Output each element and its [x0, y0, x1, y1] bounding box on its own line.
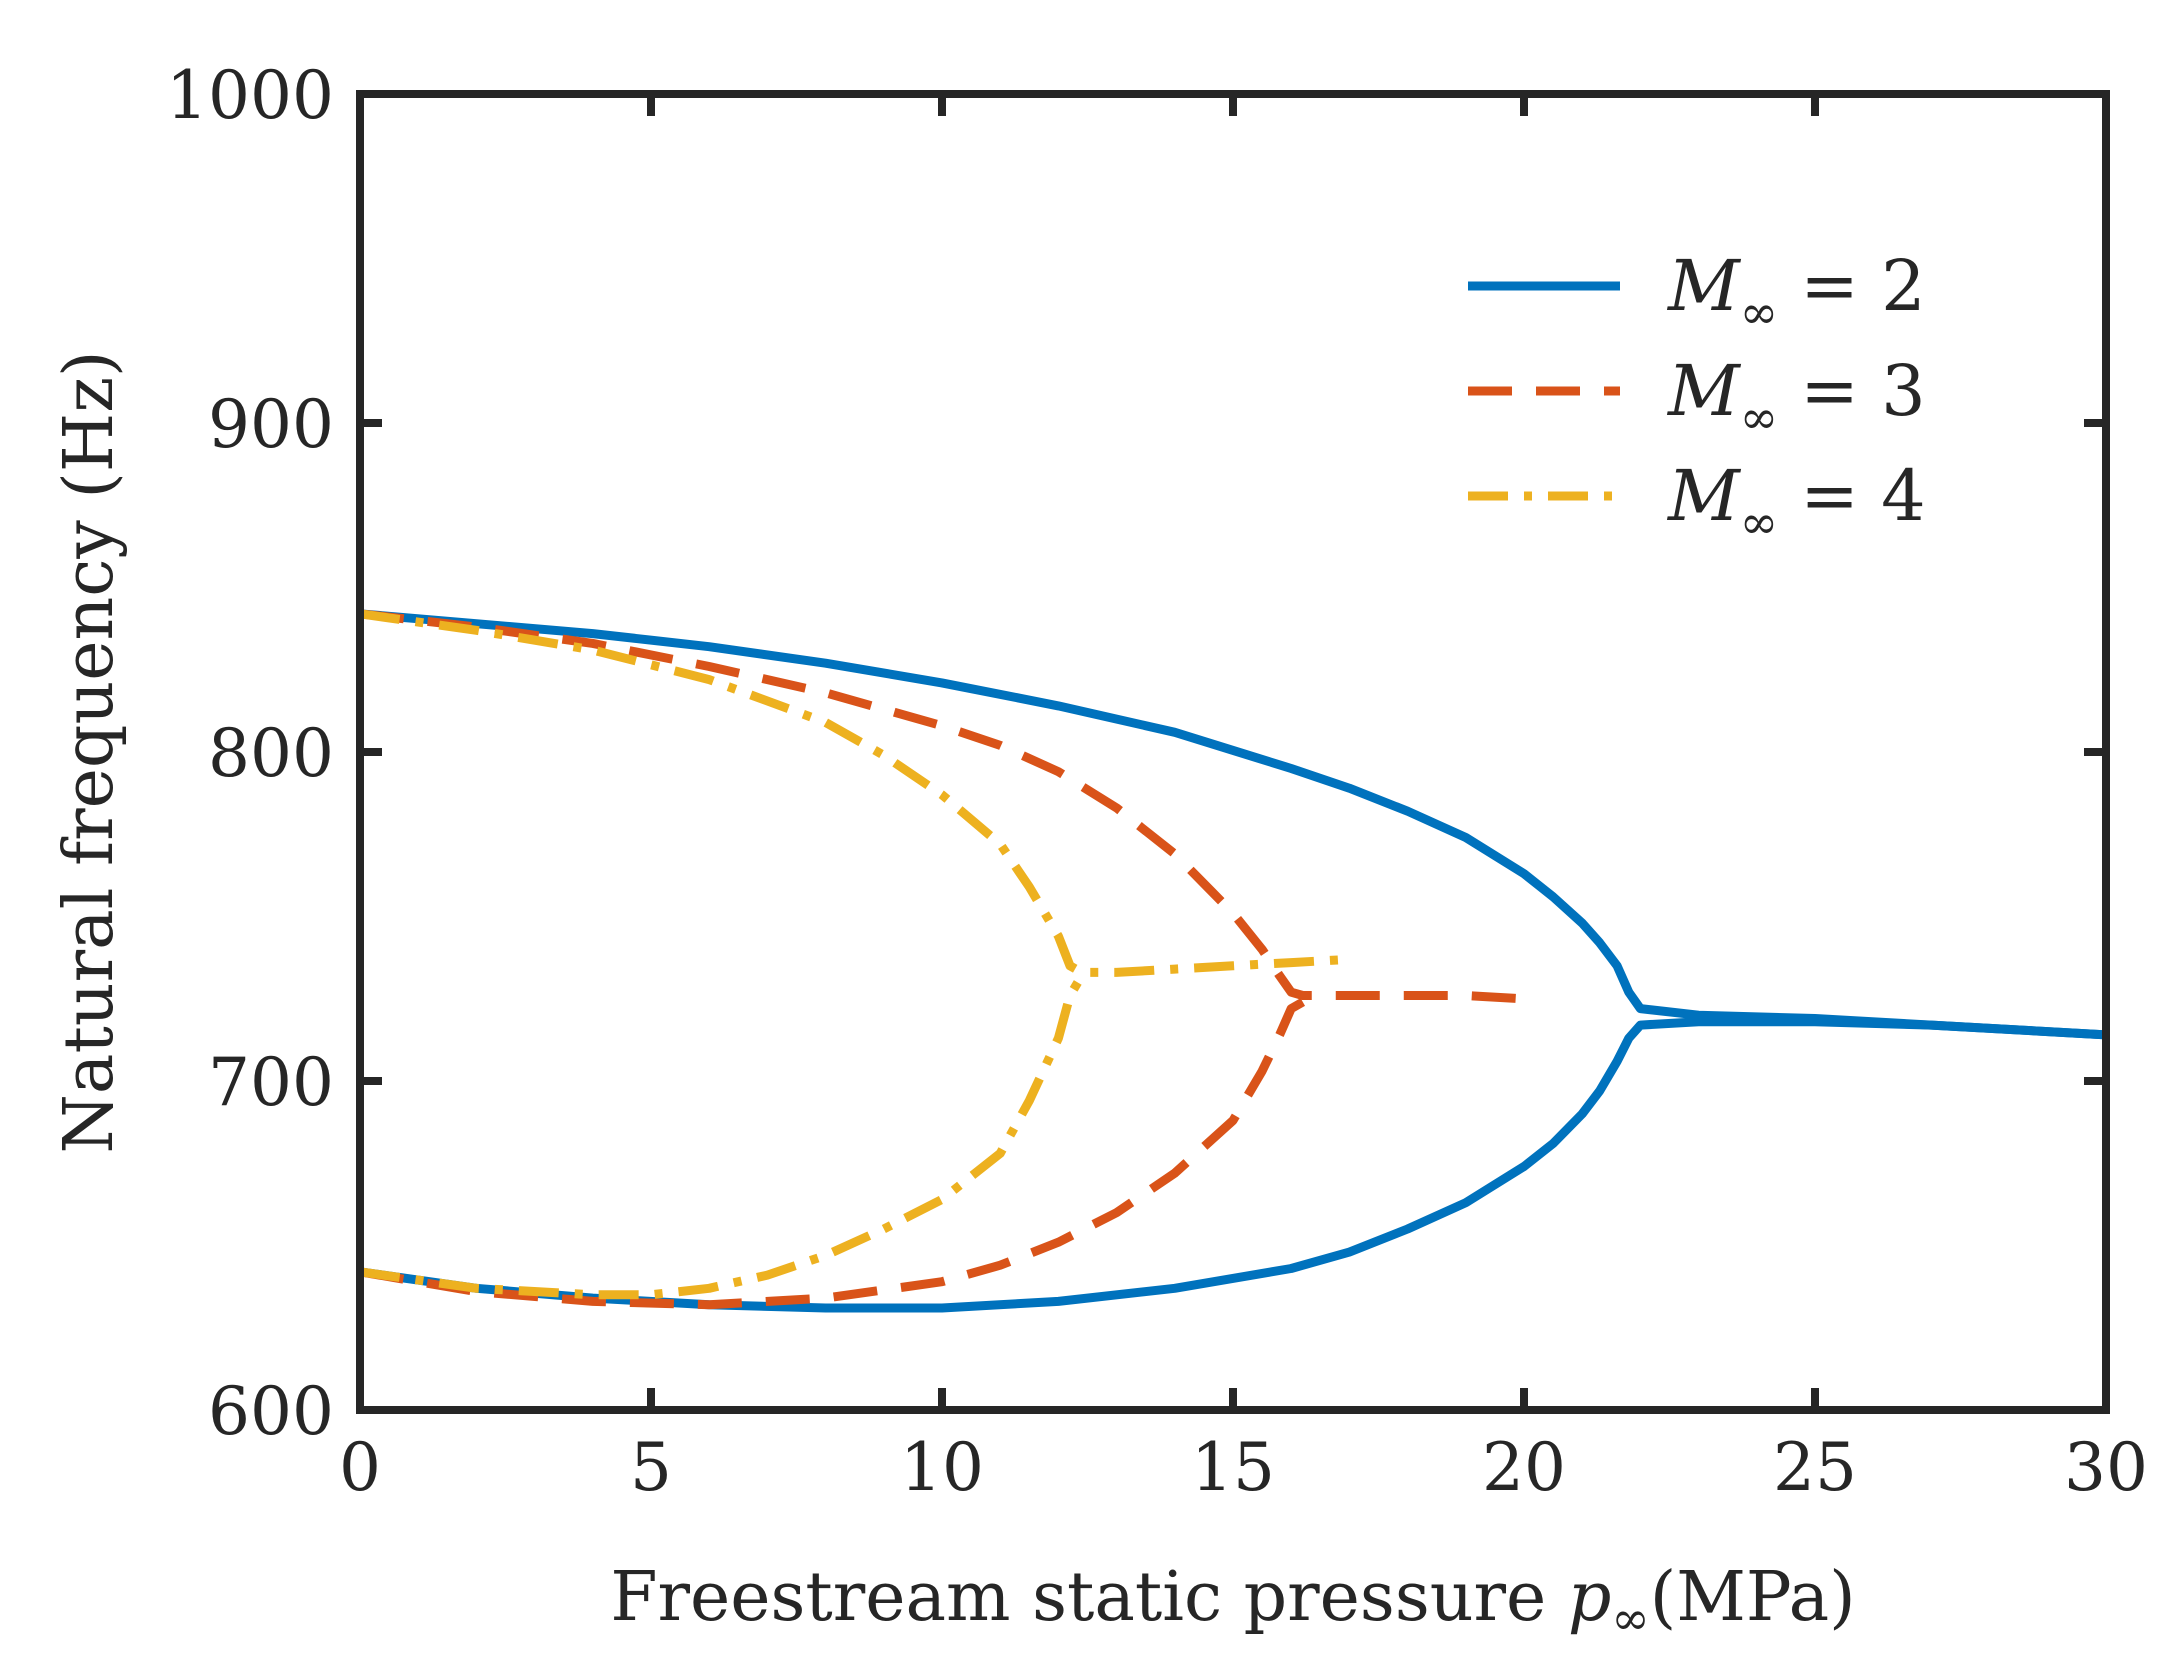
series-1-line-1 [359, 609, 2107, 1040]
legend-label-2: M∞ = 3 [1666, 350, 1926, 444]
legend-subscript: ∞ [1740, 390, 1778, 444]
y-tick-label: 600 [208, 1373, 334, 1450]
legend-value: = 2 [1778, 245, 1926, 327]
legend-subscript: ∞ [1740, 285, 1778, 339]
y-axis-label: Natural frequency (Hz) [50, 350, 129, 1153]
x-tick-label: 10 [900, 1429, 984, 1506]
legend: M∞ = 2M∞ = 3M∞ = 4 [1468, 245, 1926, 549]
y-tick-label: 800 [208, 715, 334, 792]
x-tick-label: 5 [630, 1429, 672, 1506]
legend-subscript: ∞ [1740, 495, 1778, 549]
legend-symbol: M [1666, 245, 1742, 327]
x-tick-label: 15 [1191, 1429, 1275, 1506]
legend-label-3: M∞ = 4 [1666, 455, 1926, 549]
x-tick-label: 25 [1773, 1429, 1857, 1506]
x-tick-label: 0 [339, 1429, 381, 1506]
tick-layer: 0 5 10 15 20 25 30 600 700 800 900 1000 [166, 57, 2148, 1506]
legend-value: = 3 [1778, 350, 1926, 432]
series-3-line-2 [359, 973, 1086, 1300]
x-axis-label-text: Freestream static pressure [610, 1558, 1568, 1637]
series-2-line-1 [359, 609, 1525, 1004]
legend-label-1: M∞ = 2 [1666, 245, 1926, 339]
x-axis-label-symbol: p [1568, 1558, 1612, 1637]
series-1-line-2 [359, 1017, 2107, 1313]
series-layer [359, 609, 2107, 1313]
x-axis-label-unit: (MPa) [1650, 1558, 1856, 1637]
legend-value: = 4 [1778, 455, 1926, 537]
y-tick-label: 900 [208, 386, 334, 463]
legend-symbol: M [1666, 455, 1742, 537]
x-tick-label: 30 [2064, 1429, 2148, 1506]
series-2-line-2 [359, 998, 1306, 1310]
x-axis-label: Freestream static pressure p∞(MPa) [610, 1558, 1855, 1645]
y-tick-label: 1000 [166, 57, 334, 134]
y-tick-label: 700 [208, 1044, 334, 1121]
x-axis-label-subscript: ∞ [1611, 1591, 1649, 1645]
legend-symbol: M [1666, 350, 1742, 432]
x-tick-label: 20 [1482, 1429, 1566, 1506]
series-3-line-1 [359, 609, 1350, 977]
